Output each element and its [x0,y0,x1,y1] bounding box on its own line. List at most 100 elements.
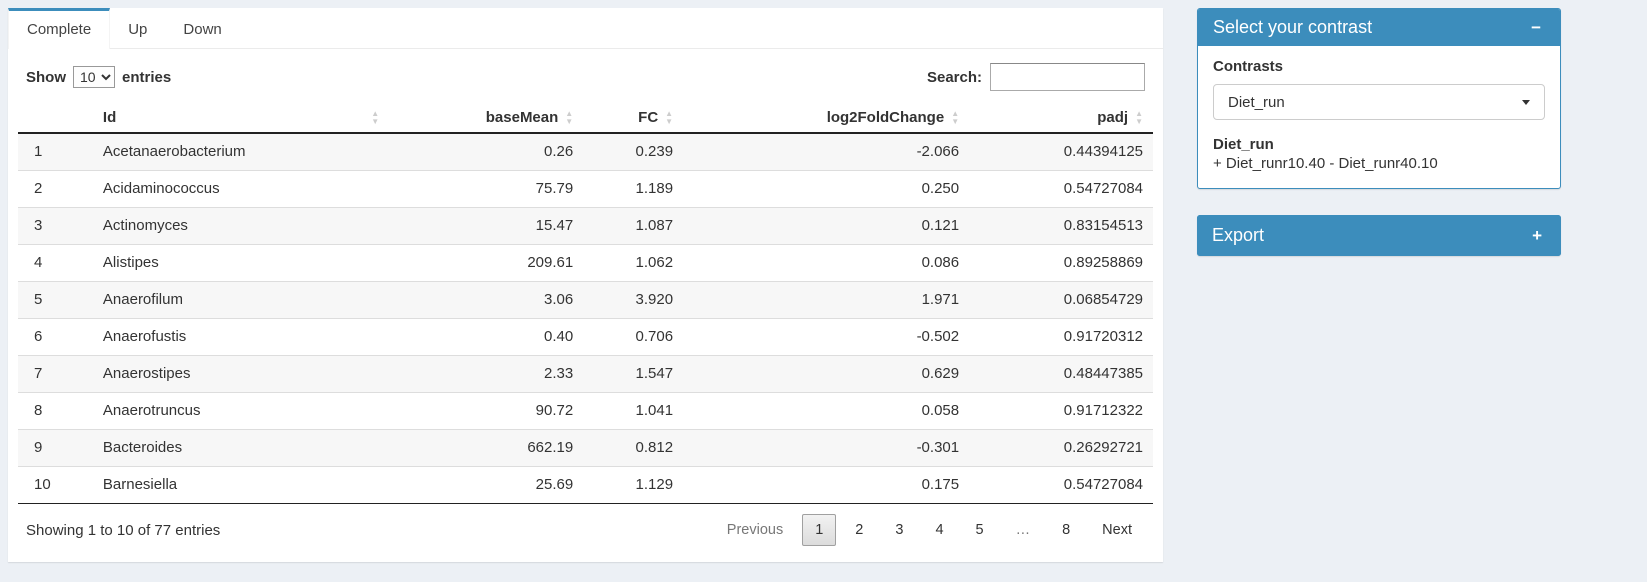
export-box-header: Export + [1197,215,1561,256]
row-index: 7 [18,355,93,393]
sidebar: Select your contrast − Contrasts Diet_ru… [1197,8,1561,282]
table-row[interactable]: 7 Anaerostipes 2.33 1.547 0.629 0.48447385 [18,355,1153,393]
column-header-fc[interactable]: FC [583,103,684,134]
cell-basemean: 75.79 [389,170,584,208]
search-input[interactable] [990,63,1145,91]
table-row[interactable]: 1 Acetanaerobacterium 0.26 0.239 -2.066 0.443… [18,133,1153,171]
cell-fc: 1.087 [583,207,684,245]
cell-log2foldchange: -0.301 [683,429,970,467]
results-table: Id baseMean FC log2FoldChange padj [18,103,1153,504]
cell-log2foldchange: 0.250 [683,170,970,208]
cell-id: Anaerotruncus [92,392,390,430]
table-row[interactable]: 2 Acidaminococcus 75.79 1.189 0.250 0.5472708… [18,170,1153,208]
cell-fc: 1.547 [583,355,684,393]
cell-basemean: 90.72 [389,392,584,430]
search-label: Search: [926,68,982,86]
cell-padj: 0.54727084 [969,466,1153,504]
pagination-page-1[interactable]: 1 [802,514,837,546]
table-info: Showing 1 to 10 of 77 entries [26,521,221,539]
tab-down[interactable]: Down [165,8,239,48]
row-index: 10 [18,466,93,504]
page: Complete Up Down Show 10 entries Search: [0,0,1647,570]
tab-complete[interactable]: Complete [8,8,111,49]
tab-content-complete: Show 10 entries Search: [8,49,1163,562]
pagination-previous[interactable]: Previous [726,522,784,538]
column-label-fc: FC [638,109,659,126]
cell-id: Actinomyces [92,207,390,245]
row-index: 6 [18,318,93,356]
pagination-page-2[interactable]: 2 [855,522,864,538]
export-box-title: Export [1212,225,1265,245]
table-row[interactable]: 5 Anaerofilum 3.06 3.920 1.971 0.06854729 [18,281,1153,319]
cell-basemean: 2.33 [389,355,584,393]
column-label-padj: padj [1097,109,1129,126]
column-header-index [18,103,93,134]
cell-padj: 0.83154513 [969,207,1153,245]
sort-icon [665,110,673,126]
caret-down-icon [1522,99,1530,105]
cell-id: Barnesiella [92,466,390,504]
sort-icon [565,110,573,126]
cell-fc: 0.812 [583,429,684,467]
contrast-name: Diet_run [1213,136,1274,153]
row-index: 4 [18,244,93,282]
contrast-formula: + Diet_runr10.40 - Diet_runr40.10 [1213,155,1438,172]
tab-up[interactable]: Up [110,8,165,48]
pagination-page-3[interactable]: 3 [895,522,904,538]
table-row[interactable]: 10 Barnesiella 25.69 1.129 0.175 0.54727084 [18,466,1153,504]
cell-id: Anaerofilum [92,281,390,319]
cell-fc: 1.189 [583,170,684,208]
table-row[interactable]: 9 Bacteroides 662.19 0.812 -0.301 0.26292721 [18,429,1153,467]
contrast-box: Select your contrast − Contrasts Diet_ru… [1197,8,1561,189]
pagination: Previous 1 2 3 4 5 … 8 Next [708,514,1145,546]
pagination-next[interactable]: Next [1102,522,1132,538]
pagination-pages: 1 2 3 4 5 … 8 [796,514,1083,546]
table-row[interactable]: 6 Anaerofustis 0.40 0.706 -0.502 0.91720312 [18,318,1153,356]
collapse-minus-icon[interactable]: − [1531,18,1541,37]
cell-basemean: 25.69 [389,466,584,504]
table-row[interactable]: 4 Alistipes 209.61 1.062 0.086 0.89258869 [18,244,1153,282]
results-panel: Complete Up Down Show 10 entries Search: [8,8,1163,562]
cell-log2foldchange: 0.629 [683,355,970,393]
table-row[interactable]: 8 Anaerotruncus 90.72 1.041 0.058 0.91712322 [18,392,1153,430]
contrast-select-value: Diet_run [1228,93,1285,111]
entries-label: entries [122,68,172,86]
cell-basemean: 0.26 [544,143,574,160]
cell-log2foldchange: 0.121 [683,207,970,245]
column-label-log2foldchange: log2FoldChange [826,109,945,126]
column-header-id[interactable]: Id [92,103,390,134]
pagination-page-4[interactable]: 4 [935,522,944,538]
cell-log2foldchange: -2.066 [916,143,960,160]
cell-padj: 0.91712322 [969,392,1153,430]
expand-plus-icon[interactable]: + [1532,226,1542,245]
cell-basemean: 3.06 [389,281,584,319]
tab-complete-label: Complete [27,21,92,38]
column-header-basemean[interactable]: baseMean [389,103,584,134]
column-header-padj[interactable]: padj [969,103,1153,134]
table-row[interactable]: 3 Actinomyces 15.47 1.087 0.121 0.83154513 [18,207,1153,245]
row-index: 8 [18,392,93,430]
cell-fc: 3.920 [583,281,684,319]
pagination-ellipsis: … [1015,522,1031,538]
tab-down-label: Down [183,21,222,38]
cell-fc: 1.129 [583,466,684,504]
cell-id: Alistipes [92,244,390,282]
page-length-control: Show 10 entries [26,66,171,88]
cell-padj: 0.54727084 [969,170,1153,208]
export-box: Export + [1197,215,1561,256]
table-body: 1 Acetanaerobacterium 0.26 0.239 -2.066 0.443… [18,133,1153,504]
contrast-select[interactable]: Diet_run [1213,84,1545,120]
tab-bar: Complete Up Down [8,8,1163,49]
table-controls: Show 10 entries Search: [26,63,1145,91]
column-header-log2foldchange[interactable]: log2FoldChange [683,103,970,134]
table-header-row: Id baseMean FC log2FoldChange padj [18,103,1153,134]
cell-log2foldchange: 0.175 [683,466,970,504]
cell-fc: 0.239 [635,143,674,160]
pagination-page-5[interactable]: 5 [975,522,984,538]
contrast-box-body: Contrasts Diet_run Diet_run + Diet_runr1… [1198,46,1560,188]
cell-padj: 0.44394125 [1063,143,1143,160]
contrast-box-title: Select your contrast [1213,17,1373,37]
pagination-page-8[interactable]: 8 [1062,522,1071,538]
cell-padj: 0.26292721 [969,429,1153,467]
page-length-select[interactable]: 10 [73,66,115,88]
